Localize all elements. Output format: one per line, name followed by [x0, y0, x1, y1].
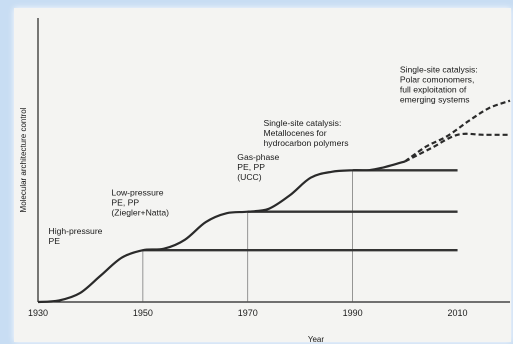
- annotation-2-line-2: PE, PP: [111, 197, 139, 207]
- annotation-5-line-1: Single-site catalysis:: [400, 65, 478, 75]
- x-tick-label-1950: 1950: [133, 308, 153, 318]
- figure-paper: 1930 1950 1970 1990 2010 Year Molecular archit…: [14, 8, 511, 342]
- x-tick-label-1990: 1990: [343, 308, 363, 318]
- annotation-2: Low-pressure PE, PP (Ziegler+Natta): [111, 187, 169, 217]
- annotation-5: Single-site catalysis: Polar comonomers, f…: [400, 65, 478, 105]
- annotation-5-line-2: Polar comonomers,: [400, 75, 475, 85]
- x-tick-label-2010: 2010: [448, 308, 468, 318]
- annotation-4-line-1: Single-site catalysis:: [264, 118, 342, 128]
- x-tick-label-1970: 1970: [238, 308, 258, 318]
- annotation-3-line-2: PE, PP: [237, 162, 265, 172]
- annotation-2-line-1: Low-pressure: [111, 187, 163, 197]
- annotation-3: Gas-phase PE, PP (UCC): [237, 152, 279, 182]
- annotation-4: Single-site catalysis: Metallocenes for hy…: [264, 118, 349, 148]
- x-tick-label-1930: 1930: [28, 308, 48, 318]
- annotation-4-line-2: Metallocenes for: [264, 128, 327, 138]
- series-line-3: [404, 132, 510, 163]
- series-line-1: [37, 160, 406, 304]
- annotation-5-line-3: full exploitation of: [400, 85, 467, 95]
- annotation-5-line-4: emerging systems: [400, 95, 470, 105]
- annotation-1-line-2: PE: [48, 236, 60, 246]
- chart: 1930 1950 1970 1990 2010 Year Molecular archit…: [19, 18, 511, 342]
- annotation-3-line-1: Gas-phase: [237, 152, 279, 162]
- annotation-4-line-3: hydrocarbon polymers: [264, 138, 349, 148]
- annotation-3-line-3: (UCC): [237, 172, 261, 182]
- x-axis-label: Year: [308, 335, 325, 342]
- annotation-1: High-pressure PE: [48, 226, 102, 246]
- y-axis-label: Molecular architecture control: [19, 107, 28, 212]
- annotation-2-line-3: (Ziegler+Natta): [111, 207, 169, 217]
- annotation-1-line-1: High-pressure: [48, 226, 102, 236]
